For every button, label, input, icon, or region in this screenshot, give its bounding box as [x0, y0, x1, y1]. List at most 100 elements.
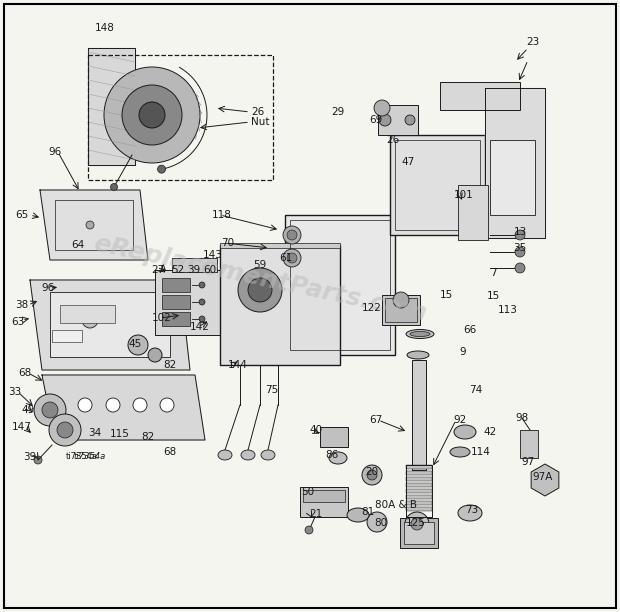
Text: 29: 29 — [331, 107, 345, 117]
Ellipse shape — [407, 351, 429, 359]
Circle shape — [405, 512, 429, 536]
Polygon shape — [40, 190, 148, 260]
Bar — [300, 487, 348, 517]
Bar — [220, 245, 340, 365]
Text: 80A & B: 80A & B — [375, 500, 417, 510]
Bar — [412, 360, 426, 470]
Circle shape — [199, 316, 205, 322]
Text: 82: 82 — [164, 360, 177, 370]
Bar — [406, 483, 432, 487]
Bar — [385, 298, 417, 322]
Circle shape — [42, 402, 58, 418]
Bar — [404, 522, 434, 544]
Text: 45: 45 — [128, 339, 141, 349]
Circle shape — [34, 394, 66, 426]
Text: 122: 122 — [362, 303, 382, 313]
Circle shape — [148, 348, 162, 362]
Bar — [52, 330, 82, 342]
Text: 73: 73 — [466, 505, 479, 515]
Circle shape — [515, 247, 525, 257]
Bar — [406, 489, 432, 493]
Text: 68: 68 — [164, 447, 177, 457]
Text: 42: 42 — [484, 427, 497, 437]
Circle shape — [199, 282, 205, 288]
Text: 81: 81 — [361, 507, 374, 517]
Text: 143: 143 — [203, 250, 223, 260]
Text: Nut: Nut — [250, 117, 269, 127]
Circle shape — [49, 414, 81, 446]
Bar — [155, 270, 225, 335]
Polygon shape — [30, 280, 190, 370]
Text: 147: 147 — [12, 422, 32, 432]
Circle shape — [367, 512, 387, 532]
Bar — [382, 295, 420, 325]
Text: 39: 39 — [187, 265, 201, 275]
Ellipse shape — [406, 329, 434, 338]
Circle shape — [393, 292, 409, 308]
Text: 82: 82 — [141, 432, 154, 442]
Ellipse shape — [454, 425, 476, 439]
Text: 38: 38 — [16, 300, 29, 310]
Text: 97A: 97A — [533, 472, 553, 482]
Text: 40: 40 — [309, 425, 322, 435]
Ellipse shape — [450, 447, 470, 457]
Circle shape — [157, 165, 166, 173]
Ellipse shape — [241, 450, 255, 460]
Text: 52: 52 — [171, 265, 185, 275]
Text: 60: 60 — [203, 265, 216, 275]
Ellipse shape — [261, 450, 275, 460]
Text: 92: 92 — [453, 415, 467, 425]
Text: 15: 15 — [440, 290, 453, 300]
Bar — [390, 135, 485, 235]
Text: ti7354a: ti7354a — [66, 452, 98, 460]
Text: 35: 35 — [513, 243, 526, 253]
Text: 97: 97 — [521, 457, 534, 467]
Circle shape — [139, 102, 165, 128]
Ellipse shape — [347, 508, 369, 522]
Ellipse shape — [218, 450, 232, 460]
Text: 118: 118 — [212, 210, 232, 220]
Text: 23: 23 — [526, 37, 539, 47]
Bar — [406, 465, 432, 517]
Bar — [60, 305, 115, 323]
Bar — [458, 185, 488, 240]
Text: 61: 61 — [280, 253, 293, 263]
Text: 9: 9 — [459, 347, 466, 357]
Ellipse shape — [329, 452, 347, 464]
Circle shape — [283, 249, 301, 267]
Circle shape — [34, 456, 42, 464]
Text: 7: 7 — [490, 268, 497, 278]
Bar — [290, 220, 390, 350]
Bar — [320, 427, 348, 447]
Circle shape — [248, 278, 272, 302]
Bar — [406, 501, 432, 505]
Text: 49: 49 — [21, 405, 35, 415]
Circle shape — [374, 100, 390, 116]
Circle shape — [128, 335, 148, 355]
Circle shape — [106, 398, 120, 412]
Text: 115: 115 — [110, 429, 130, 439]
Text: 101: 101 — [454, 190, 474, 200]
Circle shape — [57, 422, 73, 438]
Circle shape — [362, 465, 382, 485]
Bar — [162, 312, 190, 326]
Bar — [378, 105, 418, 135]
Bar — [406, 471, 432, 475]
Text: 74: 74 — [469, 385, 482, 395]
Polygon shape — [88, 48, 135, 165]
Bar — [490, 140, 535, 215]
Bar — [220, 243, 340, 248]
Circle shape — [515, 230, 525, 240]
Text: 59: 59 — [254, 260, 267, 270]
Bar — [172, 258, 217, 272]
Circle shape — [379, 114, 391, 126]
Bar — [285, 215, 395, 355]
Text: 114: 114 — [471, 447, 491, 457]
Text: 20: 20 — [365, 467, 379, 477]
Bar — [406, 477, 432, 481]
Circle shape — [287, 253, 297, 263]
Text: 15: 15 — [486, 291, 500, 301]
Text: 96: 96 — [48, 147, 61, 157]
Circle shape — [367, 470, 377, 480]
Text: 113: 113 — [498, 305, 518, 315]
